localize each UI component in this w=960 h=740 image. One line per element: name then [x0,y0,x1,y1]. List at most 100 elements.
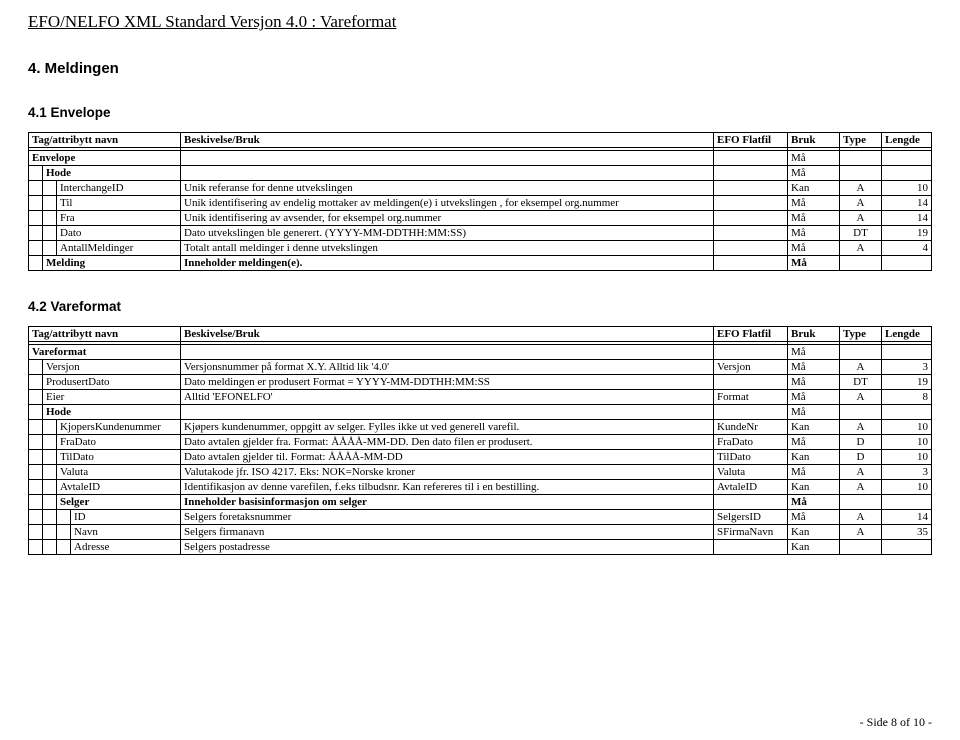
col-flat: EFO Flatfil [714,133,788,148]
cell-flat: FraDato [714,435,788,450]
document-header: EFO/NELFO XML Standard Versjon 4.0 : Var… [28,12,932,32]
cell-type: A [840,241,882,256]
cell-type: A [840,211,882,226]
col-bruk: Bruk [788,327,840,342]
cell-bruk: Kan [788,525,840,540]
col-type: Type [840,133,882,148]
table-row: Valuta Valutakode jfr. ISO 4217. Eks: NO… [29,465,932,480]
cell-desc: Dato avtalen gjelder til. Format: ÅÅÅÅ-M… [181,450,714,465]
cell-len: 3 [882,360,932,375]
table-row: KjopersKundenummer Kjøpers kundenummer, … [29,420,932,435]
cell-desc: Inneholder meldingen(e). [181,256,714,271]
cell-name: FraDato [57,435,181,450]
cell-bruk: Må [788,166,840,181]
col-bruk: Bruk [788,133,840,148]
cell-type: A [840,360,882,375]
cell-type: A [840,390,882,405]
cell-flat: AvtaleID [714,480,788,495]
col-type: Type [840,327,882,342]
table-row: Hode Må [29,405,932,420]
cell-type: A [840,181,882,196]
table-row: Versjon Versjonsnummer på format X.Y. Al… [29,360,932,375]
col-desc: Beskivelse/Bruk [181,327,714,342]
col-len: Lengde [882,133,932,148]
cell-bruk: Må [788,151,840,166]
cell-flat: Format [714,390,788,405]
table-row: Navn Selgers firmanavn SFirmaNavn Kan A … [29,525,932,540]
cell-bruk: Må [788,465,840,480]
cell-len: 35 [882,525,932,540]
cell-bruk: Kan [788,420,840,435]
cell-desc: Valutakode jfr. ISO 4217. Eks: NOK=Norsk… [181,465,714,480]
cell-flat: Valuta [714,465,788,480]
cell-desc: Unik referanse for denne utvekslingen [181,181,714,196]
cell-bruk: Kan [788,450,840,465]
cell-bruk: Må [788,226,840,241]
cell-desc: Inneholder basisinformasjon om selger [181,495,714,510]
cell-desc: Unik identifisering av endelig mottaker … [181,196,714,211]
table-row: AntallMeldinger Totalt antall meldinger … [29,241,932,256]
page-footer: - Side 8 of 10 - [860,715,932,730]
cell-name: Eier [43,390,181,405]
table-row: Hode Må [29,166,932,181]
cell-flat: SFirmaNavn [714,525,788,540]
cell-desc: Unik identifisering av avsender, for eks… [181,211,714,226]
cell-bruk: Må [788,345,840,360]
cell-len: 10 [882,181,932,196]
cell-name: Hode [43,405,181,420]
col-flat: EFO Flatfil [714,327,788,342]
cell-type: A [840,420,882,435]
cell-type: DT [840,226,882,241]
cell-name: AvtaleID [57,480,181,495]
table-row: ID Selgers foretaksnummer SelgersID Må A… [29,510,932,525]
section-4-2-heading: 4.2 Vareformat [28,299,932,314]
cell-bruk: Må [788,241,840,256]
cell-bruk: Må [788,495,840,510]
cell-name: ID [71,510,181,525]
cell-bruk: Må [788,360,840,375]
table-row: Eier Alltid 'EFONELFO' Format Må A 8 [29,390,932,405]
cell-name: Adresse [71,540,181,555]
cell-type: A [840,480,882,495]
cell-name: TilDato [57,450,181,465]
cell-desc: Dato avtalen gjelder fra. Format: ÅÅÅÅ-M… [181,435,714,450]
table-row: Vareformat Må [29,345,932,360]
table-header-row: Tag/attribytt navn Beskivelse/Bruk EFO F… [29,327,932,342]
cell-desc: Selgers postadresse [181,540,714,555]
table-row: Til Unik identifisering av endelig motta… [29,196,932,211]
cell-name: Fra [57,211,181,226]
cell-len: 19 [882,375,932,390]
envelope-table: Tag/attribytt navn Beskivelse/Bruk EFO F… [28,132,932,271]
table-row: InterchangeID Unik referanse for denne u… [29,181,932,196]
cell-name: Versjon [43,360,181,375]
cell-desc: Selgers foretaksnummer [181,510,714,525]
cell-name: Dato [57,226,181,241]
section-4-heading: 4. Meldingen [28,60,932,77]
cell-len: 10 [882,420,932,435]
col-tag: Tag/attribytt navn [29,133,181,148]
table-row: Selger Inneholder basisinformasjon om se… [29,495,932,510]
cell-name: Melding [43,256,181,271]
cell-name: Envelope [29,151,181,166]
table-header-row: Tag/attribytt navn Beskivelse/Bruk EFO F… [29,133,932,148]
cell-desc: Kjøpers kundenummer, oppgitt av selger. … [181,420,714,435]
cell-bruk: Kan [788,480,840,495]
cell-desc: Alltid 'EFONELFO' [181,390,714,405]
cell-type: A [840,196,882,211]
cell-name: ProdusertDato [43,375,181,390]
cell-desc: Versjonsnummer på format X.Y. Alltid lik… [181,360,714,375]
cell-bruk: Må [788,375,840,390]
cell-name: Hode [43,166,181,181]
cell-len: 14 [882,196,932,211]
cell-bruk: Kan [788,540,840,555]
cell-len: 10 [882,450,932,465]
cell-name: Til [57,196,181,211]
table-row: ProdusertDato Dato meldingen er produser… [29,375,932,390]
cell-len: 3 [882,465,932,480]
table-row: Dato Dato utvekslingen ble generert. (YY… [29,226,932,241]
table-row: Melding Inneholder meldingen(e). Må [29,256,932,271]
cell-len: 19 [882,226,932,241]
cell-type: D [840,435,882,450]
cell-bruk: Kan [788,181,840,196]
cell-type: D [840,450,882,465]
